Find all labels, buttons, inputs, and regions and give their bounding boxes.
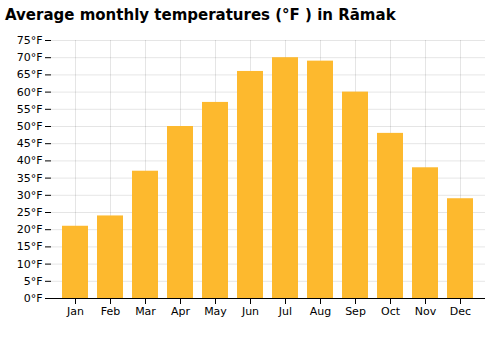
html-text:Average monthly temperatures (: Average monthly temperatures (°F ) in Rā…	[5, 6, 396, 24]
svg-text:5°F: 5°F	[24, 275, 43, 288]
svg-text:Feb: Feb	[101, 305, 120, 318]
svg-text:30°F: 30°F	[17, 189, 43, 202]
svg-text:Jun: Jun	[241, 305, 259, 318]
svg-text:20°F: 20°F	[17, 223, 43, 236]
svg-text:25°F: 25°F	[17, 206, 43, 219]
svg-text:Oct: Oct	[381, 305, 401, 318]
svg-text:75°F: 75°F	[17, 34, 43, 47]
svg-text:60°F: 60°F	[17, 86, 43, 99]
svg-text:15°F: 15°F	[17, 240, 43, 253]
svg-text:Apr: Apr	[171, 305, 191, 318]
svg-text:Aug: Aug	[310, 305, 331, 318]
svg-text:Jul: Jul	[278, 305, 292, 318]
svg-text:Mar: Mar	[135, 305, 156, 318]
svg-text:0°F: 0°F	[24, 292, 43, 305]
svg-text:Nov: Nov	[415, 305, 437, 318]
svg-text:40°F: 40°F	[17, 154, 43, 167]
svg-text:Jan: Jan	[66, 305, 84, 318]
svg-text:10°F: 10°F	[17, 258, 43, 271]
svg-text:70°F: 70°F	[17, 51, 43, 64]
svg-text:45°F: 45°F	[17, 137, 43, 150]
svg-text:Dec: Dec	[450, 305, 471, 318]
svg-text:35°F: 35°F	[17, 172, 43, 185]
svg-text:65°F: 65°F	[17, 68, 43, 81]
svg-text:55°F: 55°F	[17, 103, 43, 116]
svg-text:May: May	[204, 305, 227, 318]
svg-text:Sep: Sep	[345, 305, 366, 318]
svg-text:50°F: 50°F	[17, 120, 43, 133]
